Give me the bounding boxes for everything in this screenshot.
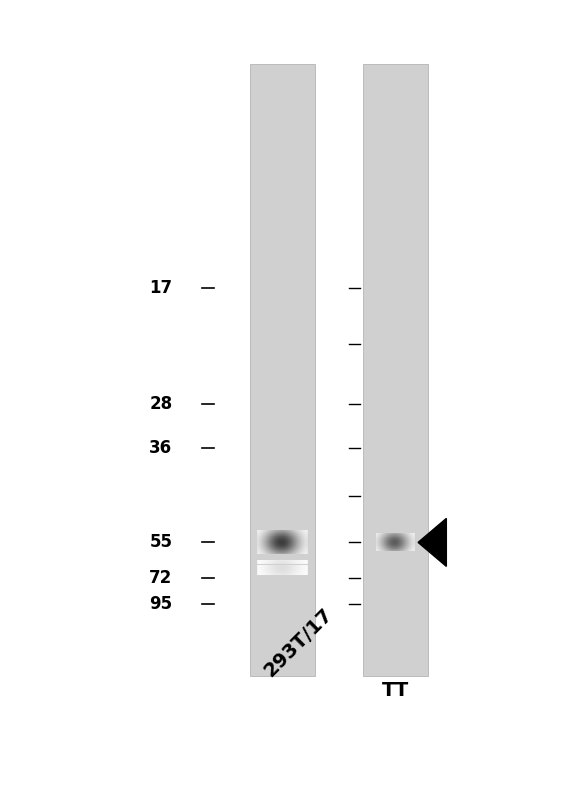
Text: TT: TT bbox=[382, 681, 409, 700]
Text: 293T/17: 293T/17 bbox=[260, 604, 336, 680]
Text: 95: 95 bbox=[149, 595, 172, 613]
Text: 55: 55 bbox=[149, 534, 172, 551]
Text: 28: 28 bbox=[149, 395, 172, 413]
Text: 17: 17 bbox=[149, 279, 172, 297]
Text: 36: 36 bbox=[149, 439, 172, 457]
Text: 72: 72 bbox=[149, 569, 172, 586]
Polygon shape bbox=[418, 518, 446, 566]
Bar bbox=[250, 64, 315, 676]
Bar bbox=[363, 64, 428, 676]
